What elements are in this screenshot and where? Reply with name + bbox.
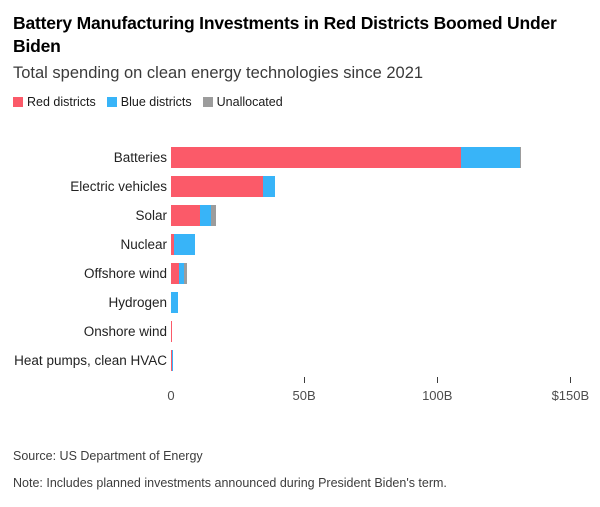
footer: Source: US Department of Energy Note: In… [13,449,600,490]
legend: Red districts Blue districts Unallocated [13,95,600,109]
bar-track [171,350,597,371]
chart-row: Electric vehicles [13,172,597,201]
axis-spacer [13,377,171,407]
bar-segment [171,350,172,371]
bar-segment [210,205,217,226]
source-text: Source: US Department of Energy [13,449,203,463]
chart-row: Solar [13,201,597,230]
bar-segment [171,263,179,284]
axis-tick-label: $150B [551,388,590,403]
bar-track [171,147,597,168]
bar-track [171,263,597,284]
axis-tick-mark [570,377,572,383]
legend-item: Red districts [13,95,96,109]
bar-segment [184,263,187,284]
axis-tick-mark [437,377,439,383]
category-label: Heat pumps, clean HVAC [14,353,167,368]
x-axis-track: 0 50B 100B $150B [167,377,597,407]
bar-track [171,176,597,197]
legend-swatch-icon [13,97,23,107]
legend-item: Unallocated [202,95,283,109]
bar-track [171,234,597,255]
chart-title: Battery Manufacturing Investments in Red… [13,13,557,56]
bar-segment [171,147,462,168]
bar-segment [171,292,178,313]
category-label: Solar [135,208,167,223]
axis-tick-mark [304,377,306,383]
chart-subtitle: Total spending on clean energy technolog… [13,64,424,82]
legend-label: Red districts [27,95,96,109]
chart-row: Offshore wind [13,259,597,288]
bar-segment [173,234,195,255]
category-label: Batteries [113,150,167,165]
bar-track [171,321,597,342]
bar-segment [200,205,211,226]
legend-label: Blue districts [120,95,192,109]
bar-segment [171,321,173,342]
axis-tick-label: 50B [292,388,316,403]
bar-segment [171,234,174,255]
bar-segment [461,147,520,168]
bar-track [171,205,597,226]
axis-tick-label: 100B [422,388,453,403]
chart-row: Heat pumps, clean HVAC [13,346,597,375]
bar-segment [178,263,185,284]
legend-item: Blue districts [106,95,192,109]
bar-segment [171,350,173,371]
axis-tick-label: 0 [167,388,175,403]
chart-row: Hydrogen [13,288,597,317]
category-label: Electric vehicles [70,179,167,194]
legend-swatch-icon [106,97,117,107]
legend-swatch-icon [202,97,213,107]
bar-track [171,292,597,313]
chart-row: Onshore wind [13,317,597,346]
category-label: Hydrogen [108,295,167,310]
category-label: Offshore wind [83,266,167,281]
bar-segment [171,205,201,226]
note-text: Note: Includes planned investments annou… [13,476,447,490]
bar-segment [262,176,275,197]
x-axis: 0 50B 100B $150B [13,377,597,407]
category-label: Nuclear [120,237,167,252]
chart-row: Nuclear [13,230,597,259]
bar-segment [171,176,263,197]
bar-segment [519,147,522,168]
category-label: Onshore wind [83,324,167,339]
chart-row: Batteries [13,143,597,172]
legend-label: Unallocated [216,95,283,109]
bar-chart: Batteries Electric vehicles Solar Nuclear Of… [13,143,597,375]
